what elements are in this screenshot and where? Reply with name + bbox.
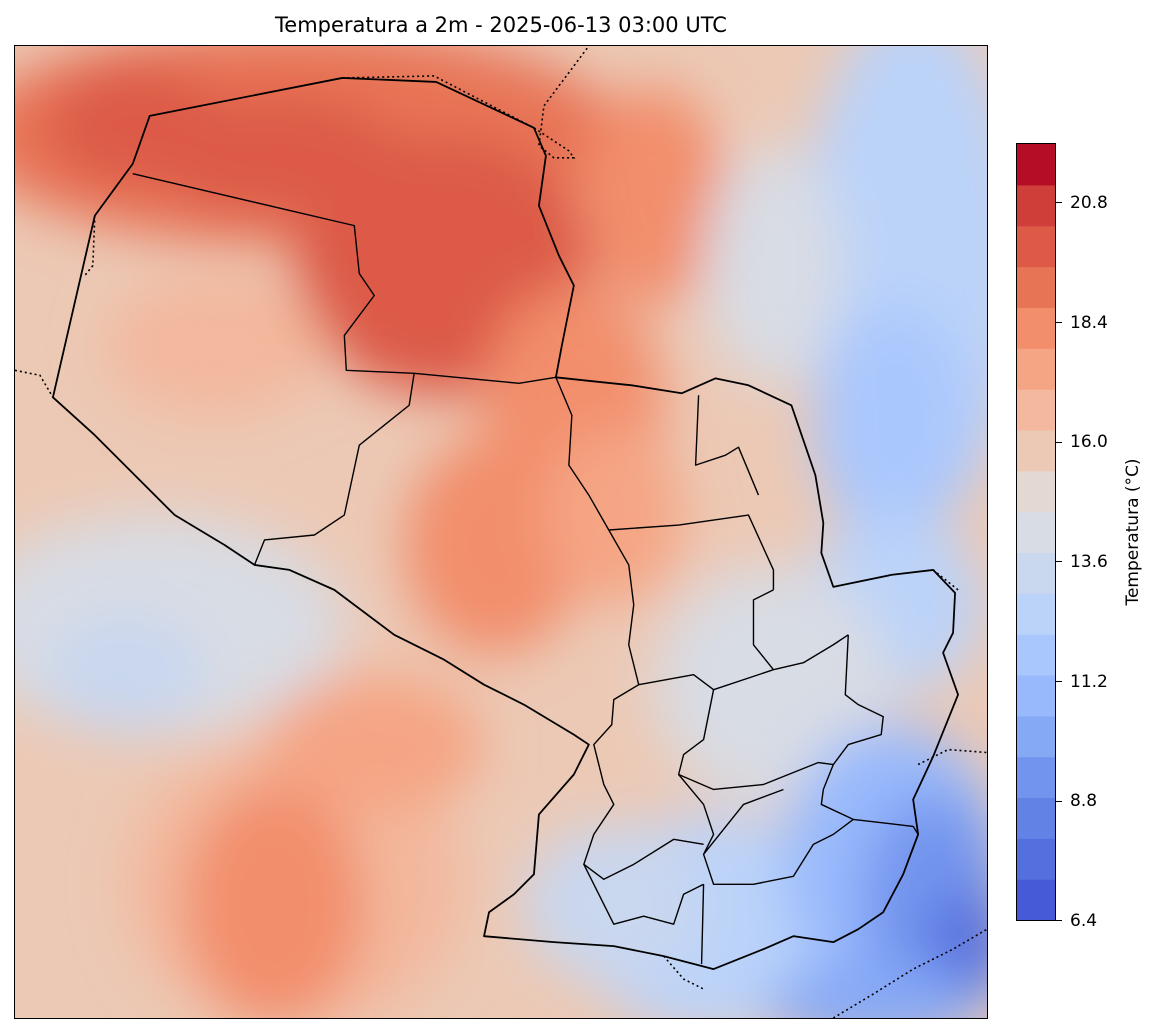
colorbar-band [1017,307,1055,349]
colorbar-band [1017,674,1055,717]
temperature-contours [15,46,987,1018]
colorbar-tick [1056,681,1062,682]
colorbar-band [1017,470,1055,513]
colorbar-tick-label: 6.4 [1070,911,1098,931]
colorbar-tick-label: 11.2 [1070,671,1108,692]
temperature-map [14,45,988,1019]
colorbar-band [1017,389,1055,431]
temperature-colorbar [1016,143,1056,921]
colorbar-band [1017,756,1055,799]
colorbar-tick-label: 8.8 [1070,791,1098,812]
colorbar-gradient [1017,144,1055,920]
country-border [52,77,959,970]
colorbar-band [1017,593,1055,635]
temperature-field [15,46,987,1018]
colorbar-band [1017,838,1055,880]
colorbar-band [1017,634,1055,676]
colorbar-label: Temperatura (°C) [1123,458,1143,606]
colorbar-tick [1056,920,1062,922]
colorbar-band [1017,552,1055,594]
colorbar-band [1017,184,1055,227]
colorbar-tick [1056,441,1062,443]
department-borders [132,173,919,965]
colorbar-band [1017,797,1055,839]
colorbar-tick [1056,800,1062,802]
colorbar-tick-label: 20.8 [1070,192,1108,213]
map-title: Temperatura a 2m - 2025-06-13 03:00 UTC [275,13,727,37]
colorbar-band [1017,348,1055,390]
colorbar-tick-label: 16.0 [1070,432,1108,453]
colorbar-band [1017,511,1055,554]
colorbar-band [1017,429,1055,472]
colorbar-tick-label: 18.4 [1070,312,1108,333]
colorbar-band [1017,879,1055,920]
neighbour-borders [15,46,987,1018]
colorbar-tick [1056,321,1062,323]
colorbar-tick-label: 13.6 [1070,551,1108,572]
colorbar-tick [1056,202,1062,204]
colorbar-band [1017,144,1055,186]
colorbar-band [1017,225,1055,268]
colorbar-band [1017,266,1055,308]
colorbar-tick [1056,561,1062,563]
colorbar-band [1017,715,1055,758]
